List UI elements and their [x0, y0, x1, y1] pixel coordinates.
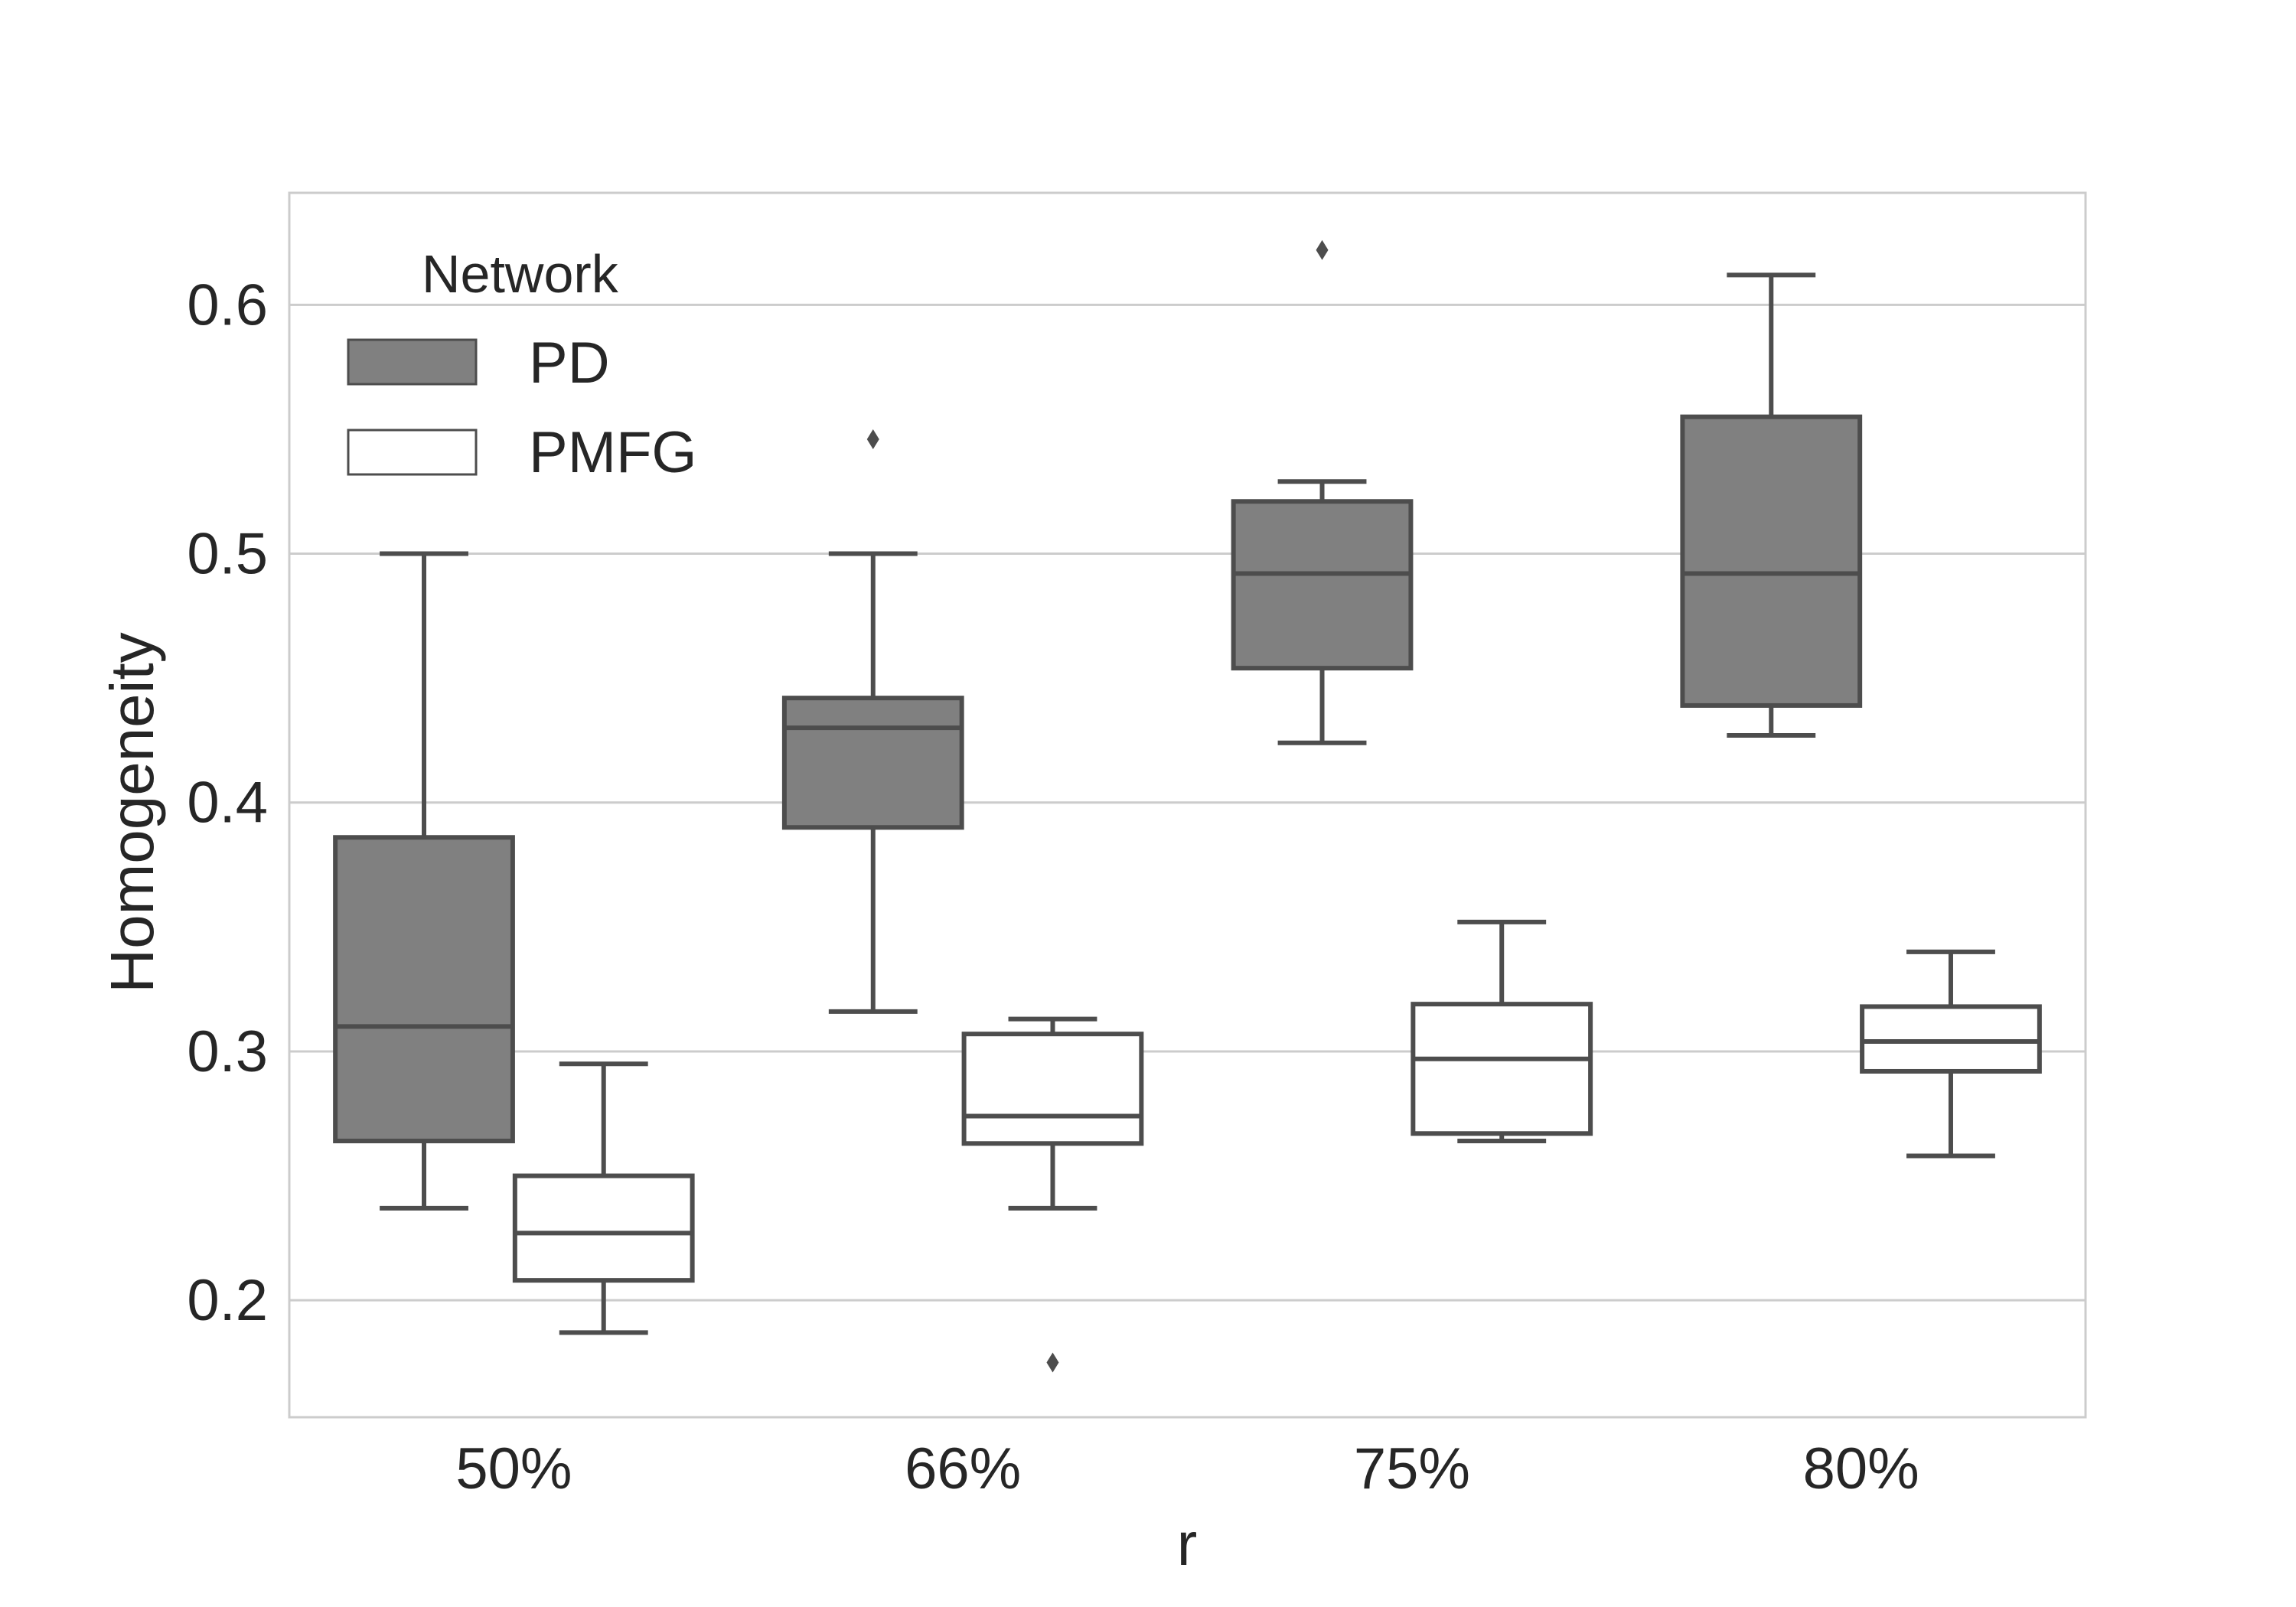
box-pd-75pct: [1231, 240, 1414, 745]
box-pmfg-80pct: [1860, 949, 2042, 1159]
iqr-box: [1411, 1002, 1593, 1136]
box-pmfg-66pct: [961, 1016, 1144, 1373]
y-axis-label: Homogeneity: [98, 632, 166, 993]
outlier-point: [1316, 240, 1329, 260]
x-tick-label: 80%: [1803, 1436, 1919, 1501]
iqr-box: [333, 835, 515, 1144]
legend-swatch-pmfg: [347, 429, 478, 476]
box-pd-50pct: [333, 551, 515, 1211]
y-tick-label: 0.3: [187, 1019, 268, 1084]
grid-lines: [289, 303, 2086, 1302]
y-tick-label: 0.6: [187, 272, 268, 337]
iqr-box: [781, 696, 964, 830]
y-tick-label: 0.5: [187, 522, 268, 587]
legend-title: Network: [422, 244, 619, 304]
outlier-point: [866, 429, 879, 449]
iqr-box: [1680, 414, 1863, 708]
x-tick-label: 75%: [1354, 1436, 1470, 1501]
box-pd-80pct: [1680, 272, 1863, 738]
outlier-point: [1046, 1352, 1059, 1373]
box-pmfg-75pct: [1411, 919, 1593, 1144]
legend-label-pd: PD: [529, 331, 610, 396]
legend-swatch-pd: [347, 338, 478, 386]
x-tick-label: 50%: [455, 1436, 572, 1501]
box-pmfg-50pct: [512, 1061, 695, 1335]
y-tick-label: 0.4: [187, 771, 268, 836]
boxes: [333, 240, 2042, 1373]
tick-labels: 0.2 0.3 0.4 0.5 0.6 50% 66% 75% 80%: [187, 272, 1919, 1501]
box-pd-66pct: [781, 429, 964, 1014]
x-tick-label: 66%: [905, 1436, 1021, 1501]
iqr-box: [961, 1032, 1144, 1146]
y-tick-label: 0.2: [187, 1268, 268, 1333]
iqr-box: [512, 1173, 695, 1283]
iqr-box: [1860, 1004, 2042, 1074]
legend: Network PD PMFG: [347, 244, 697, 485]
x-axis-label: r: [1177, 1510, 1198, 1578]
iqr-box: [1231, 499, 1414, 671]
legend-label-pmfg: PMFG: [529, 420, 697, 485]
